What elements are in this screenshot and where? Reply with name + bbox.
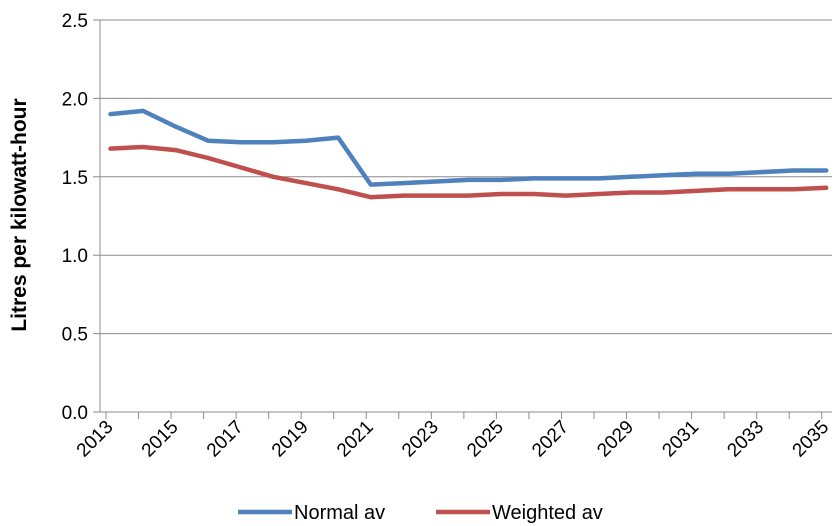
x-tick-label: 2025 xyxy=(463,417,508,462)
y-tick-label: 2.5 xyxy=(62,11,88,32)
legend-label: Normal av xyxy=(294,502,385,524)
x-tick-label: 2033 xyxy=(723,417,768,462)
y-tick-labels: 0.0 0.5 1.0 1.5 2.0 2.5 xyxy=(62,11,88,424)
y-tick-label: 2.0 xyxy=(62,89,88,110)
x-tick-label: 2031 xyxy=(658,417,703,462)
y-tick-label: 0.5 xyxy=(62,325,88,346)
y-axis-label: Litres per kilowatt-hour xyxy=(8,98,31,331)
legend: Normal av Weighted av xyxy=(238,502,603,524)
x-tick-label: 2029 xyxy=(593,417,638,462)
x-tick-label: 2017 xyxy=(203,417,248,462)
x-tick-label: 2035 xyxy=(789,417,834,462)
axes xyxy=(93,19,832,419)
y-tick-label: 0.0 xyxy=(62,403,88,424)
series-lines xyxy=(108,108,829,200)
x-tick-label: 2027 xyxy=(528,417,573,462)
x-tick-label: 2019 xyxy=(268,417,313,462)
x-tick-label: 2015 xyxy=(138,417,183,462)
series-line-normal-av xyxy=(108,108,829,187)
x-tick-label: 2021 xyxy=(333,417,378,462)
gridlines xyxy=(100,19,832,335)
y-tick-label: 1.5 xyxy=(62,168,88,189)
legend-label: Weighted av xyxy=(492,502,603,524)
y-tick-label: 1.0 xyxy=(62,246,88,267)
x-tick-labels: 2013 2015 2017 2019 2021 2023 2025 2027 2029 2031… xyxy=(73,417,833,462)
x-tick-label: 2023 xyxy=(398,417,443,462)
series-line-weighted-av xyxy=(108,144,829,200)
